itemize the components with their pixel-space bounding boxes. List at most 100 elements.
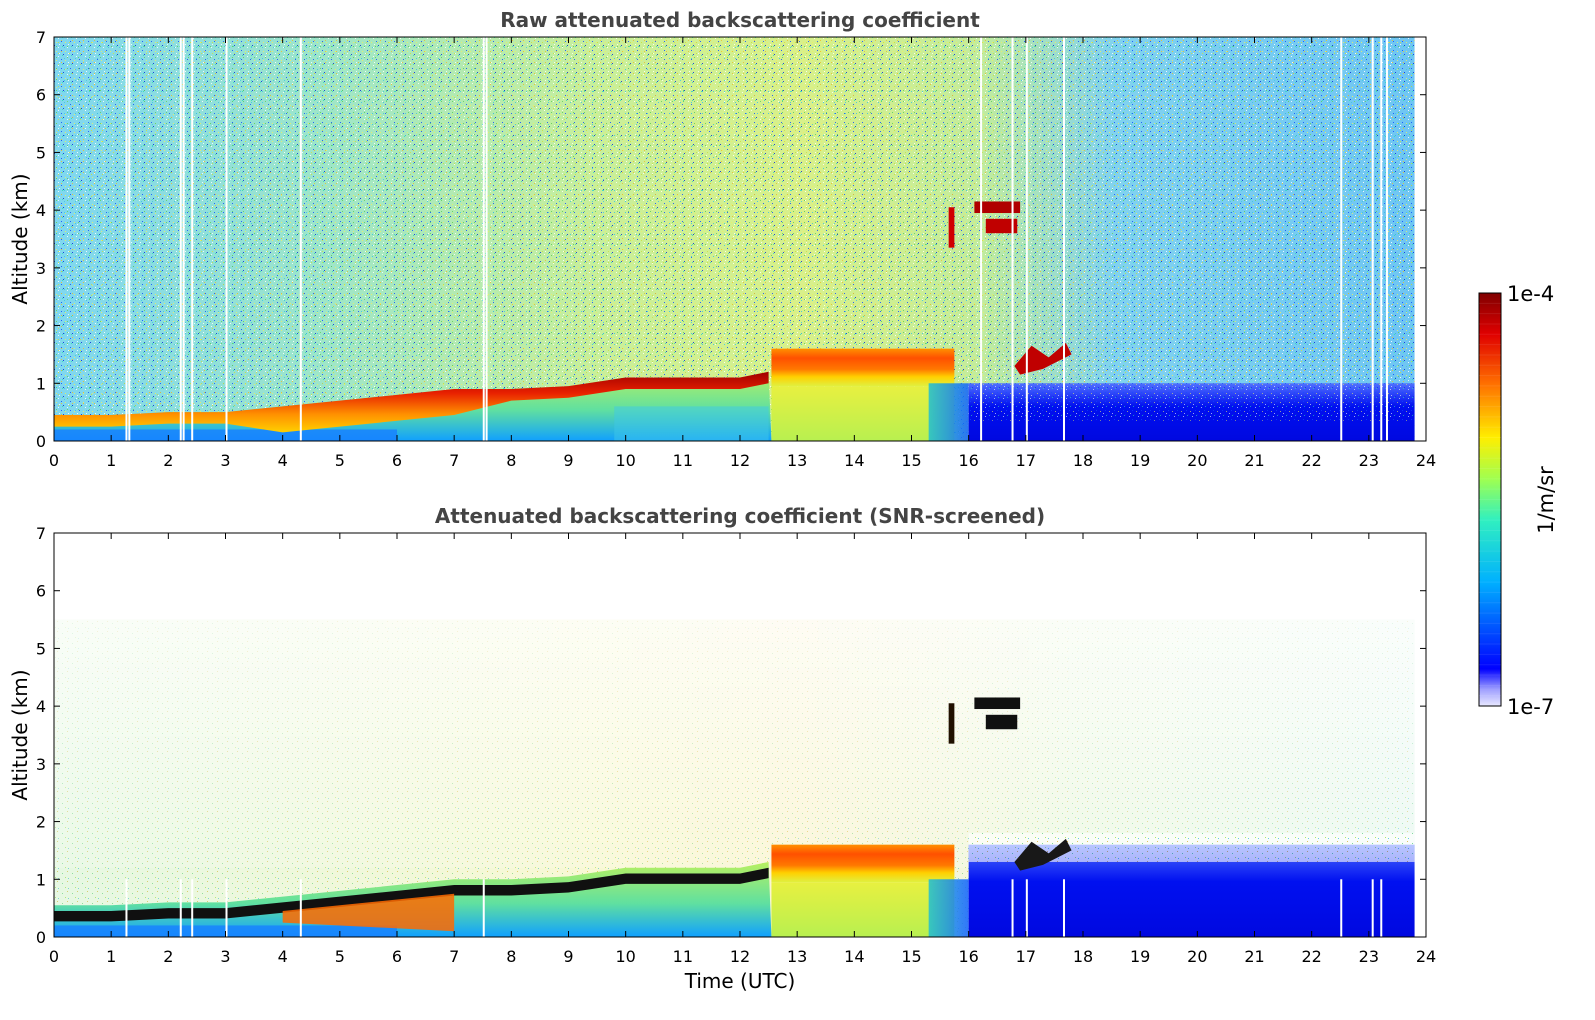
y-tick-label: 1 <box>36 374 46 393</box>
raw-data-gap <box>980 37 983 441</box>
x-tick-label: 16 <box>958 947 978 966</box>
screened-low-cloud <box>1014 838 1072 871</box>
x-tick-label: 3 <box>220 451 230 470</box>
screened-heatmap <box>54 533 1426 937</box>
y-tick-label: 6 <box>36 86 46 105</box>
raw-y-ticks: 0 1 2 3 4 5 6 7 <box>36 28 1426 451</box>
screened-data-gap <box>191 879 194 937</box>
x-tick-label: 24 <box>1416 947 1436 966</box>
raw-transition <box>928 383 969 441</box>
y-tick-label: 4 <box>36 201 46 220</box>
screened-aerosol-core <box>282 893 455 932</box>
raw-x-ticks: 0 1 2 3 4 5 6 7 8 9 10 11 12 13 14 15 16 17 18 19 20 21 22 23 24 <box>49 37 1436 470</box>
raw-low-cloud <box>1014 342 1072 375</box>
x-tick-label: 16 <box>958 451 978 470</box>
raw-cloud-streak <box>948 207 955 248</box>
x-tick-label: 8 <box>506 947 516 966</box>
screened-data-gap <box>1011 879 1014 937</box>
raw-elevated-cloud-upper <box>974 201 1021 214</box>
screened-data-gap <box>1062 879 1065 937</box>
screened-data-gap <box>179 879 182 937</box>
x-tick-label: 5 <box>335 947 345 966</box>
x-tick-label: 18 <box>1073 451 1093 470</box>
raw-data-gap <box>225 37 228 441</box>
y-tick-label: 3 <box>36 259 46 278</box>
x-tick-label: 4 <box>278 451 288 470</box>
screened-transition <box>928 879 969 937</box>
screened-data-gap <box>482 879 485 937</box>
screened-x-ticks: 0 1 2 3 4 5 6 7 8 9 10 11 12 13 14 15 16 17 18 19 20 21 22 23 24 <box>49 533 1436 966</box>
raw-data-gap <box>1011 37 1014 441</box>
x-tick-label: 1 <box>106 947 116 966</box>
raw-data-gap <box>128 37 131 441</box>
y-tick-label: 2 <box>36 317 46 336</box>
screened-panel-title: Attenuated backscattering coefficient (S… <box>435 504 1045 528</box>
screened-data-gap <box>1025 879 1028 937</box>
x-tick-label: 19 <box>1130 451 1150 470</box>
screened-y-axis-label: Altitude (km) <box>8 669 32 800</box>
screened-panel: Attenuated backscattering coefficient (S… <box>8 504 1436 993</box>
x-tick-label: 23 <box>1359 451 1379 470</box>
colorbar-max-label: 1e-4 <box>1507 282 1554 306</box>
raw-panel: Raw attenuated backscattering coefficien… <box>8 8 1436 470</box>
raw-data-gap <box>1371 37 1374 441</box>
x-tick-label: 21 <box>1244 947 1264 966</box>
x-tick-label: 4 <box>278 947 288 966</box>
y-tick-label: 6 <box>36 582 46 601</box>
x-tick-label: 19 <box>1130 947 1150 966</box>
raw-lower-mix <box>614 406 769 441</box>
raw-night-noise <box>968 383 1415 421</box>
x-tick-label: 13 <box>787 451 807 470</box>
x-tick-label: 6 <box>392 451 402 470</box>
raw-data-gap <box>1025 37 1028 441</box>
colorbar-bands <box>1479 302 1501 697</box>
raw-elevated-cloud-lower <box>985 218 1018 234</box>
y-tick-label: 7 <box>36 28 46 47</box>
x-tick-label: 17 <box>1016 947 1036 966</box>
x-tick-label: 10 <box>615 451 635 470</box>
raw-data-gap <box>485 37 488 441</box>
x-tick-label: 6 <box>392 947 402 966</box>
y-tick-label: 5 <box>36 639 46 658</box>
screened-below-cloud <box>771 882 955 937</box>
x-tick-label: 20 <box>1187 947 1207 966</box>
x-tick-label: 7 <box>449 947 459 966</box>
x-tick-label: 9 <box>563 451 573 470</box>
screened-cloud-streak <box>948 703 955 744</box>
y-tick-label: 2 <box>36 813 46 832</box>
raw-y-axis-label: Altitude (km) <box>8 173 32 304</box>
raw-data-gap <box>299 37 302 441</box>
screened-data-gap <box>125 879 128 937</box>
screened-data-gap <box>1340 879 1343 937</box>
x-tick-label: 8 <box>506 451 516 470</box>
x-tick-label: 0 <box>49 947 59 966</box>
screened-data-gap <box>1371 879 1374 937</box>
y-tick-label: 1 <box>36 870 46 889</box>
x-tick-label: 3 <box>220 947 230 966</box>
screened-data-gap <box>225 879 228 937</box>
x-tick-label: 14 <box>844 451 864 470</box>
raw-noise-light <box>54 37 1415 441</box>
raw-data-gap <box>125 37 128 441</box>
colorbar-min-label: 1e-7 <box>1507 695 1554 719</box>
x-tick-label: 11 <box>673 451 693 470</box>
screened-cloud-layer <box>771 844 955 883</box>
raw-data-gap <box>482 37 485 441</box>
raw-data-gap <box>179 37 182 441</box>
raw-data-gap <box>182 37 185 441</box>
x-tick-label: 20 <box>1187 451 1207 470</box>
x-tick-label: 10 <box>615 947 635 966</box>
x-tick-label: 18 <box>1073 947 1093 966</box>
x-tick-label: 0 <box>49 451 59 470</box>
raw-panel-title: Raw attenuated backscattering coefficien… <box>500 8 980 32</box>
x-tick-label: 15 <box>901 947 921 966</box>
x-tick-label: 7 <box>449 451 459 470</box>
x-tick-label: 2 <box>163 451 173 470</box>
x-tick-label: 12 <box>730 451 750 470</box>
x-tick-label: 12 <box>730 947 750 966</box>
x-tick-label: 2 <box>163 947 173 966</box>
raw-data-gap <box>1380 37 1383 441</box>
x-tick-label: 23 <box>1359 947 1379 966</box>
y-tick-label: 4 <box>36 697 46 716</box>
